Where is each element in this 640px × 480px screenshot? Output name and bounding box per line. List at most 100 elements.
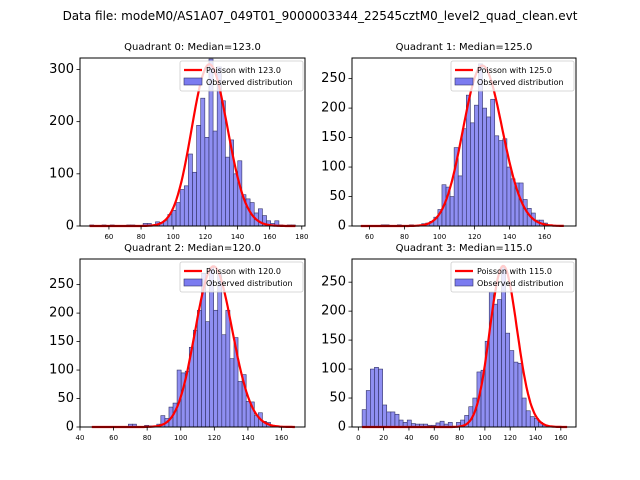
histogram-bar xyxy=(386,411,392,428)
legend-label-observed: Observed distribution xyxy=(477,279,564,288)
histogram-bar xyxy=(171,210,177,227)
histogram-bar xyxy=(193,329,198,428)
legend-bar-swatch xyxy=(183,278,203,287)
y-tick-label: 200 xyxy=(49,306,74,321)
histogram-bar xyxy=(212,130,218,227)
x-tick-label: 160 xyxy=(554,434,567,442)
histogram-bar xyxy=(217,272,223,428)
figure-suptitle: Data file: modeM0/AS1A07_049T01_90000033… xyxy=(62,9,578,23)
x-tick-label: 100 xyxy=(478,434,491,442)
y-tick-label: 0 xyxy=(66,420,74,435)
histogram-bar xyxy=(229,358,235,428)
legend-label-poisson: Poisson with 115.0 xyxy=(477,267,552,276)
histogram-bar xyxy=(494,135,500,227)
histogram-bar xyxy=(225,309,231,428)
legend-box xyxy=(450,60,575,92)
y-tick-label: 200 xyxy=(321,101,346,116)
histogram-bar xyxy=(221,100,226,227)
histogram-bar xyxy=(374,367,379,428)
y-tick-label: 250 xyxy=(49,277,74,292)
histogram-bar xyxy=(183,185,189,227)
x-tick-label: 100 xyxy=(174,434,187,442)
histogram-bar xyxy=(510,178,516,227)
quadrant-1-axes: Quadrant 1: Median=125.0 60 80 100 120 140 160… xyxy=(321,42,577,241)
y-tick-label: 150 xyxy=(49,334,74,349)
legend-label-poisson: Poisson with 120.0 xyxy=(206,267,281,276)
histogram-bar xyxy=(461,128,467,227)
x-tick-label: 160 xyxy=(263,233,276,241)
x-tick-label: 60 xyxy=(430,434,439,442)
legend: Poisson with 125.0 Observed distribution xyxy=(450,60,575,92)
histogram-bar xyxy=(390,411,396,428)
histogram-bar xyxy=(509,350,515,428)
quadrant-0-title: Quadrant 0: Median=123.0 xyxy=(124,42,261,53)
quadrant-1-title: Quadrant 1: Median=125.0 xyxy=(396,42,533,53)
y-tick-label: 50 xyxy=(57,391,74,406)
x-tick-label: 180 xyxy=(295,233,308,241)
histogram-bar xyxy=(474,104,479,227)
histogram-bar xyxy=(506,166,512,227)
y-tick-label: 0 xyxy=(66,219,74,234)
histogram-bar xyxy=(365,390,371,428)
quadrant-3-title: Quadrant 3: Median=115.0 xyxy=(396,243,533,254)
histogram-bar xyxy=(200,97,206,227)
x-tick-label: 160 xyxy=(275,434,288,442)
histogram-bars xyxy=(89,58,296,227)
histogram-bar xyxy=(486,116,491,227)
histogram-bar xyxy=(213,309,219,428)
legend-label-observed: Observed distribution xyxy=(206,279,293,288)
x-tick-label: 120 xyxy=(504,434,517,442)
histogram-bar xyxy=(204,137,210,227)
legend: Poisson with 120.0 Observed distribution xyxy=(179,261,304,293)
histogram-bar xyxy=(188,153,193,227)
y-tick-label: 100 xyxy=(49,363,74,378)
legend-label-poisson: Poisson with 123.0 xyxy=(206,66,281,75)
x-tick-label: 60 xyxy=(104,233,113,241)
quadrant-2-title: Quadrant 2: Median=120.0 xyxy=(124,243,261,254)
histogram-bar xyxy=(525,410,531,428)
x-tick-label: 140 xyxy=(529,434,542,442)
x-tick-label: 140 xyxy=(231,233,244,241)
legend-bar-swatch xyxy=(454,278,474,287)
histogram-bar xyxy=(521,397,527,428)
x-tick-label: 0 xyxy=(356,434,360,442)
y-tick-label: 0 xyxy=(338,420,346,435)
legend-box xyxy=(450,261,575,293)
x-tick-label: 80 xyxy=(143,434,152,442)
histogram-bar xyxy=(457,175,463,227)
histogram-bar xyxy=(517,362,523,428)
x-tick-label: 140 xyxy=(241,434,254,442)
quadrant-0-axes: Quadrant 0: Median=123.0 60 80 100 120 140 160… xyxy=(49,42,308,241)
histogram-bar xyxy=(505,332,511,428)
quadrant-3-axes: Quadrant 3: Median=115.0 0 20 40 60 80 100 120 1… xyxy=(321,243,577,442)
histogram-bar xyxy=(245,401,251,428)
histogram-bar xyxy=(470,122,475,227)
histogram-bar xyxy=(179,189,185,227)
histogram-bar xyxy=(197,309,202,428)
histogram-bars xyxy=(380,63,552,227)
legend-label-observed: Observed distribution xyxy=(477,78,564,87)
legend-bar-swatch xyxy=(454,77,474,86)
histogram-bar xyxy=(237,381,243,428)
x-tick-label: 80 xyxy=(400,233,409,241)
y-tick-label: 50 xyxy=(329,189,346,204)
x-tick-label: 120 xyxy=(468,233,481,241)
axes-frame xyxy=(79,57,306,227)
histogram-bar xyxy=(196,125,202,227)
histogram-bar xyxy=(449,196,455,227)
x-tick-label: 60 xyxy=(109,434,118,442)
histogram-bar xyxy=(497,299,502,428)
y-tick-label: 250 xyxy=(321,71,346,86)
x-tick-label: 40 xyxy=(404,434,413,442)
y-tick-label: 100 xyxy=(321,160,346,175)
histogram-bar xyxy=(225,156,230,227)
x-tick-label: 40 xyxy=(76,434,85,442)
histogram-bar xyxy=(529,416,535,428)
x-tick-label: 140 xyxy=(503,233,516,241)
x-tick-label: 120 xyxy=(199,233,212,241)
histogram-bar xyxy=(394,413,400,428)
x-tick-label: 160 xyxy=(538,233,551,241)
y-tick-label: 0 xyxy=(338,219,346,234)
y-tick-label: 300 xyxy=(49,62,74,77)
